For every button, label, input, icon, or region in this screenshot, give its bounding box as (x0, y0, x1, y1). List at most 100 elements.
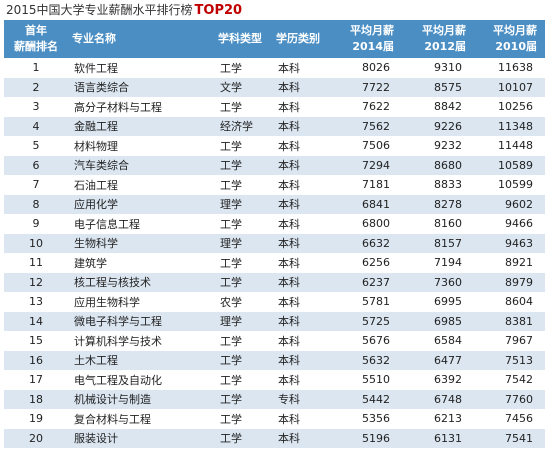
cell-name: 语言类综合 (68, 77, 214, 97)
cell-degree: 本科 (272, 311, 330, 331)
cell-name: 软件工程 (68, 58, 214, 78)
cell-salary-2012: 8160 (402, 214, 474, 234)
cell-salary-2014: 5356 (330, 409, 402, 429)
cell-salary-2012: 7360 (402, 272, 474, 292)
cell-rank: 8 (4, 194, 68, 214)
cell-salary-2014: 7562 (330, 116, 402, 136)
table-row: 12 核工程与核技术 工学 本科 6237 7360 8979 (4, 272, 545, 292)
cell-rank: 11 (4, 253, 68, 273)
cell-discipline: 工学 (214, 97, 272, 117)
cell-salary-2010: 9463 (474, 233, 545, 253)
header-name: 专业名称 (68, 20, 214, 58)
cell-salary-2010: 8604 (474, 292, 545, 312)
cell-discipline: 工学 (214, 409, 272, 429)
cell-rank: 12 (4, 272, 68, 292)
cell-discipline: 工学 (214, 370, 272, 390)
cell-degree: 本科 (272, 214, 330, 234)
cell-name: 金融工程 (68, 116, 214, 136)
cell-degree: 本科 (272, 350, 330, 370)
cell-degree: 本科 (272, 155, 330, 175)
header-rank-label: 首年 薪酬排名 (14, 24, 58, 53)
cell-salary-2012: 6213 (402, 409, 474, 429)
cell-rank: 13 (4, 292, 68, 312)
cell-degree: 本科 (272, 136, 330, 156)
cell-salary-2014: 5781 (330, 292, 402, 312)
cell-discipline: 工学 (214, 428, 272, 448)
cell-degree: 本科 (272, 77, 330, 97)
table-body: 1 软件工程 工学 本科 8026 9310 11638 2 语言类综合 文学 本科 7722 857… (4, 58, 545, 448)
cell-discipline: 工学 (214, 214, 272, 234)
cell-rank: 19 (4, 409, 68, 429)
cell-salary-2012: 6131 (402, 428, 474, 448)
cell-name: 核工程与核技术 (68, 272, 214, 292)
cell-name: 生物科学 (68, 233, 214, 253)
cell-salary-2014: 7181 (330, 175, 402, 195)
cell-name: 建筑学 (68, 253, 214, 273)
page-title: 2015中国大学专业薪酬水平排行榜 TOP20 (6, 1, 242, 19)
header-salary-2012: 平均月薪 2012届 (402, 20, 474, 58)
cell-salary-2012: 6995 (402, 292, 474, 312)
cell-salary-2012: 8278 (402, 194, 474, 214)
cell-salary-2012: 6584 (402, 331, 474, 351)
cell-salary-2014: 7506 (330, 136, 402, 156)
table-row: 16 土木工程 工学 本科 5632 6477 7513 (4, 350, 545, 370)
cell-salary-2012: 9226 (402, 116, 474, 136)
cell-name: 汽车类综合 (68, 155, 214, 175)
cell-salary-2014: 6841 (330, 194, 402, 214)
cell-salary-2012: 8833 (402, 175, 474, 195)
cell-salary-2012: 8680 (402, 155, 474, 175)
cell-salary-2010: 8381 (474, 311, 545, 331)
cell-rank: 3 (4, 97, 68, 117)
cell-degree: 本科 (272, 253, 330, 273)
cell-degree: 本科 (272, 116, 330, 136)
cell-discipline: 理学 (214, 233, 272, 253)
cell-name: 复合材料与工程 (68, 409, 214, 429)
cell-salary-2010: 7760 (474, 389, 545, 409)
header-salary-2012-label: 平均月薪 2012届 (422, 24, 466, 53)
cell-name: 机械设计与制造 (68, 389, 214, 409)
cell-discipline: 经济学 (214, 116, 272, 136)
cell-discipline: 工学 (214, 272, 272, 292)
cell-name: 电子信息工程 (68, 214, 214, 234)
cell-salary-2012: 8842 (402, 97, 474, 117)
cell-name: 电气工程及自动化 (68, 370, 214, 390)
header-degree: 学历类别 (272, 20, 330, 58)
table-row: 11 建筑学 工学 本科 6256 7194 8921 (4, 253, 545, 273)
cell-rank: 1 (4, 58, 68, 78)
header-salary-2010-label: 平均月薪 2010届 (493, 24, 537, 53)
cell-discipline: 理学 (214, 311, 272, 331)
cell-salary-2014: 6237 (330, 272, 402, 292)
cell-salary-2014: 7622 (330, 97, 402, 117)
cell-salary-2014: 6632 (330, 233, 402, 253)
cell-discipline: 工学 (214, 331, 272, 351)
cell-name: 微电子科学与工程 (68, 311, 214, 331)
cell-discipline: 农学 (214, 292, 272, 312)
cell-salary-2014: 7294 (330, 155, 402, 175)
cell-salary-2014: 5676 (330, 331, 402, 351)
cell-degree: 本科 (272, 409, 330, 429)
cell-salary-2012: 6748 (402, 389, 474, 409)
table-row: 17 电气工程及自动化 工学 本科 5510 6392 7542 (4, 370, 545, 390)
cell-rank: 7 (4, 175, 68, 195)
title-highlight: TOP20 (194, 3, 243, 18)
cell-degree: 本科 (272, 97, 330, 117)
cell-rank: 5 (4, 136, 68, 156)
title-text: 2015中国大学专业薪酬水平排行榜 (6, 3, 193, 17)
cell-salary-2010: 9602 (474, 194, 545, 214)
cell-degree: 本科 (272, 194, 330, 214)
table-row: 10 生物科学 理学 本科 6632 8157 9463 (4, 233, 545, 253)
cell-salary-2014: 6256 (330, 253, 402, 273)
table-row: 6 汽车类综合 工学 本科 7294 8680 10589 (4, 155, 545, 175)
cell-salary-2010: 10256 (474, 97, 545, 117)
cell-discipline: 工学 (214, 136, 272, 156)
cell-salary-2010: 11638 (474, 58, 545, 78)
cell-salary-2014: 7722 (330, 77, 402, 97)
cell-discipline: 工学 (214, 350, 272, 370)
cell-discipline: 工学 (214, 253, 272, 273)
cell-rank: 16 (4, 350, 68, 370)
cell-rank: 9 (4, 214, 68, 234)
cell-rank: 6 (4, 155, 68, 175)
cell-degree: 本科 (272, 370, 330, 390)
cell-salary-2010: 10589 (474, 155, 545, 175)
